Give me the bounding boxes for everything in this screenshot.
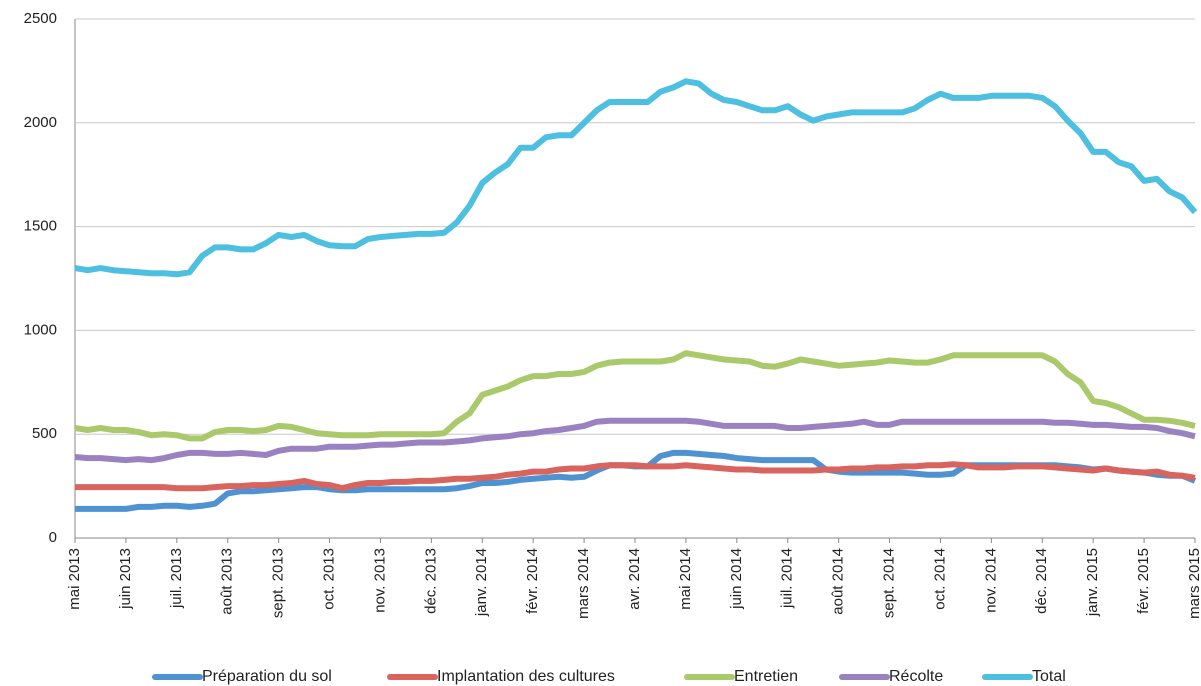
x-tick-label: juin 2014 xyxy=(728,548,745,610)
x-tick-label: mars 2015 xyxy=(1186,548,1201,619)
x-tick-label: mai 2014 xyxy=(677,548,694,610)
x-tick-label: juil. 2014 xyxy=(779,548,796,609)
x-tick-label: avr. 2014 xyxy=(626,548,643,610)
legend-label: Implantation des cultures xyxy=(437,668,615,685)
y-tick-label: 2500 xyxy=(24,10,57,27)
x-tick-label: août 2014 xyxy=(830,548,847,615)
y-tick-label: 0 xyxy=(49,529,57,546)
x-tick-label: déc. 2013 xyxy=(422,548,439,614)
legend-label: Récolte xyxy=(889,668,943,685)
y-tick-label: 2000 xyxy=(24,114,57,131)
x-tick-label: oct. 2013 xyxy=(321,548,338,610)
series-line xyxy=(74,350,1196,442)
y-tick-label: 500 xyxy=(32,425,57,442)
x-tick-label: févr. 2015 xyxy=(1135,548,1152,614)
legend-label: Préparation du sol xyxy=(202,668,332,685)
y-tick-label: 1000 xyxy=(24,321,57,338)
series-line xyxy=(74,417,1196,464)
x-tick-label: août 2013 xyxy=(219,548,236,615)
legend-label: Total xyxy=(1032,668,1066,685)
x-tick-label: oct. 2014 xyxy=(931,548,948,610)
legend-label: Entretien xyxy=(734,668,798,685)
x-tick-label: nov. 2014 xyxy=(982,548,999,613)
x-tick-label: sept. 2014 xyxy=(881,548,898,618)
x-tick-label: janv. 2014 xyxy=(473,548,490,617)
x-tick-label: sept. 2013 xyxy=(270,548,287,618)
x-tick-label: janv. 2015 xyxy=(1084,548,1101,617)
x-tick-label: nov. 2013 xyxy=(371,548,388,613)
series-line xyxy=(74,78,1198,278)
x-tick-label: juin 2013 xyxy=(117,548,134,610)
y-tick-label: 1500 xyxy=(24,218,57,235)
x-tick-label: mars 2014 xyxy=(575,548,592,619)
x-tick-label: déc. 2014 xyxy=(1033,548,1050,614)
series-line xyxy=(75,449,1197,512)
x-tick-label: mai 2013 xyxy=(66,548,83,610)
series-line xyxy=(75,461,1196,492)
x-tick-label: juil. 2013 xyxy=(168,548,185,609)
x-tick-label: févr. 2014 xyxy=(524,548,541,614)
